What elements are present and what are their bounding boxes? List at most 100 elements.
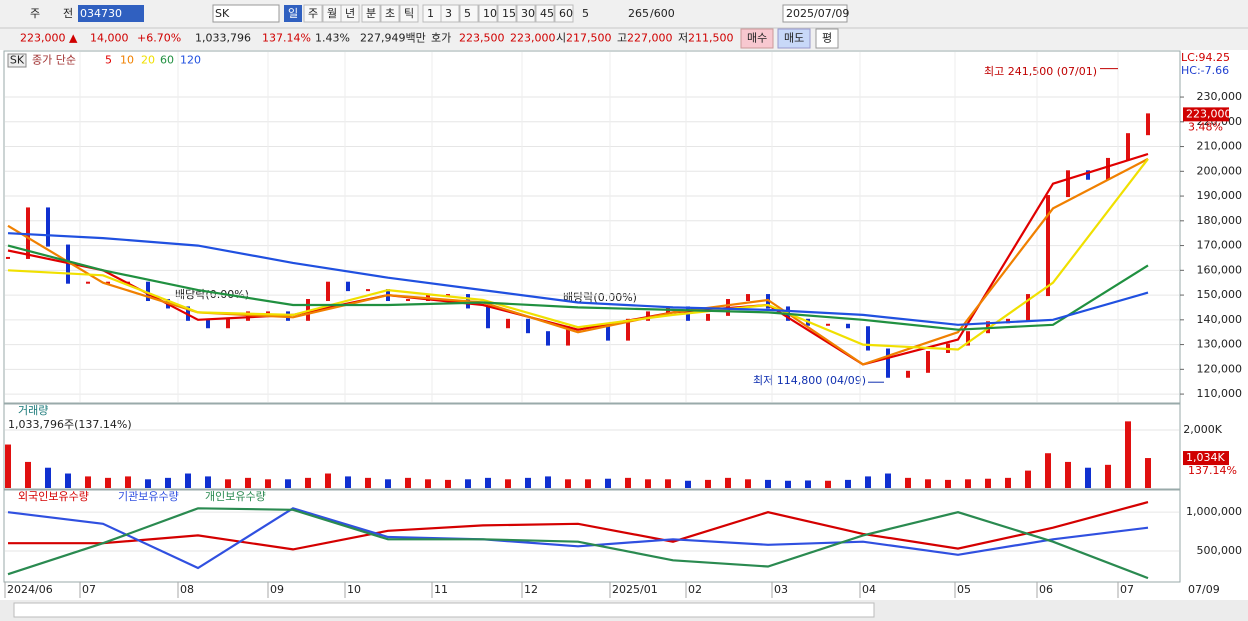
period-btn[interactable] <box>340 4 360 23</box>
toolbar-item[interactable]: 분 <box>366 7 376 20</box>
volume-bar <box>865 476 871 488</box>
x-tick-label: 2024/06 <box>7 583 53 596</box>
quote-item[interactable]: 매도 <box>784 32 804 45</box>
x-tick-label: 02 <box>688 583 702 596</box>
legend-entry: 외국인보유수량 <box>18 490 89 503</box>
toolbar-item[interactable]: 주 <box>30 7 40 20</box>
candle <box>486 306 490 329</box>
x-tick-label: 07 <box>82 583 96 596</box>
volume-bar <box>1085 467 1091 488</box>
toolbar-item[interactable]: 45 <box>540 7 554 20</box>
toolbar-item[interactable]: 월 <box>327 7 337 20</box>
toolbar-item[interactable]: 60 <box>559 7 573 20</box>
toolbar-item[interactable]: 5 <box>464 7 471 20</box>
candle <box>226 318 230 329</box>
code-box[interactable] <box>78 5 144 22</box>
candle <box>1106 157 1110 180</box>
period-btn[interactable] <box>554 4 574 23</box>
y-tick-label: 210,000 <box>1197 140 1243 153</box>
candle <box>446 294 450 297</box>
legend-title: 종가 단순 <box>32 54 76 67</box>
period-btn[interactable] <box>303 4 323 23</box>
period-btn[interactable] <box>361 4 381 23</box>
candle <box>1026 294 1030 321</box>
period-btn[interactable] <box>535 4 555 23</box>
period-active[interactable] <box>284 5 302 22</box>
quote-item: 217,500 <box>566 32 612 45</box>
period-btn[interactable] <box>459 4 479 23</box>
toolbar-item[interactable]: 5 <box>582 7 589 20</box>
buy-btn[interactable] <box>740 28 774 49</box>
volume-bar <box>925 479 931 488</box>
candle <box>86 281 90 284</box>
candle <box>546 331 550 346</box>
dividend-note: 배당락(0.00%) <box>563 291 637 304</box>
y-tick-label: 140,000 <box>1197 313 1243 326</box>
toolbar-item[interactable]: 2025/07/09 <box>786 7 849 20</box>
toolbar-item[interactable]: 10 <box>483 7 497 20</box>
period-btn[interactable] <box>516 4 536 23</box>
volume-bar <box>985 478 991 488</box>
candle <box>1146 113 1150 136</box>
x-tick-label: 08 <box>180 583 194 596</box>
candle <box>966 331 970 346</box>
toolbar-item[interactable]: 30 <box>521 7 535 20</box>
x-tick-label: 09 <box>270 583 284 596</box>
period-btn[interactable] <box>399 4 419 23</box>
volume-bar <box>665 479 671 488</box>
toolbar-item[interactable]: 초 <box>385 7 395 20</box>
candle <box>1046 195 1050 297</box>
toolbar-item[interactable]: 틱 <box>404 7 414 20</box>
period-btn[interactable] <box>478 4 498 23</box>
toolbar-item[interactable]: /600 <box>650 7 675 20</box>
volume-bar <box>185 473 191 488</box>
toolbar-item[interactable]: 전 <box>63 7 73 20</box>
y-tick-label: 180,000 <box>1197 214 1243 227</box>
volume-bar <box>225 479 231 488</box>
toolbar-item[interactable]: 주 <box>308 7 318 20</box>
volume-bar <box>845 479 851 488</box>
flow-line <box>7 507 1149 570</box>
quote-item: 호가 <box>431 32 451 45</box>
volume-bar <box>105 477 111 488</box>
candle <box>826 323 830 326</box>
toolbar-item[interactable]: 1 <box>427 7 434 20</box>
symbol-box <box>7 53 27 68</box>
x-tick-label: 04 <box>862 583 876 596</box>
ma-line <box>7 158 1149 351</box>
toolbar-item[interactable]: 년 <box>345 7 355 20</box>
toolbar-item[interactable]: 일 <box>288 6 298 20</box>
toolbar-item[interactable]: 3 <box>445 7 452 20</box>
candle <box>626 318 630 341</box>
quote-item: 223,500 <box>459 32 505 45</box>
quote-item[interactable]: 평 <box>822 32 832 45</box>
avg-btn[interactable] <box>815 28 839 49</box>
toolbar-item[interactable]: 034730 <box>80 7 122 20</box>
volume-bar <box>1105 464 1111 488</box>
period-btn[interactable] <box>380 4 400 23</box>
period-btn[interactable] <box>497 4 517 23</box>
quote-item[interactable]: 매수 <box>747 32 767 45</box>
toolbar-item[interactable]: 15 <box>502 7 516 20</box>
volume-bar <box>245 477 251 488</box>
candle <box>1066 170 1070 198</box>
quote-item: 시 <box>556 32 566 45</box>
toolbar-item[interactable]: 265 <box>628 7 649 20</box>
toolbar-item[interactable]: SK <box>215 7 230 20</box>
sell-btn[interactable] <box>777 28 811 49</box>
name-box[interactable] <box>212 4 280 23</box>
candle <box>106 281 110 284</box>
x-tick-label: 07 <box>1120 583 1134 596</box>
volume-bar <box>305 477 311 488</box>
scroll-thumb[interactable] <box>13 602 875 618</box>
period-btn[interactable] <box>440 4 460 23</box>
candle <box>866 326 870 351</box>
current-price: 223,000 <box>1186 107 1232 120</box>
y-tick-label: 190,000 <box>1197 189 1243 202</box>
date-box[interactable] <box>782 4 848 23</box>
volume-bar <box>505 479 511 488</box>
candle <box>266 311 270 314</box>
quote-item: 1,033,796 <box>195 32 251 45</box>
quote-item: 14,000 <box>90 32 129 45</box>
candle <box>6 256 10 259</box>
